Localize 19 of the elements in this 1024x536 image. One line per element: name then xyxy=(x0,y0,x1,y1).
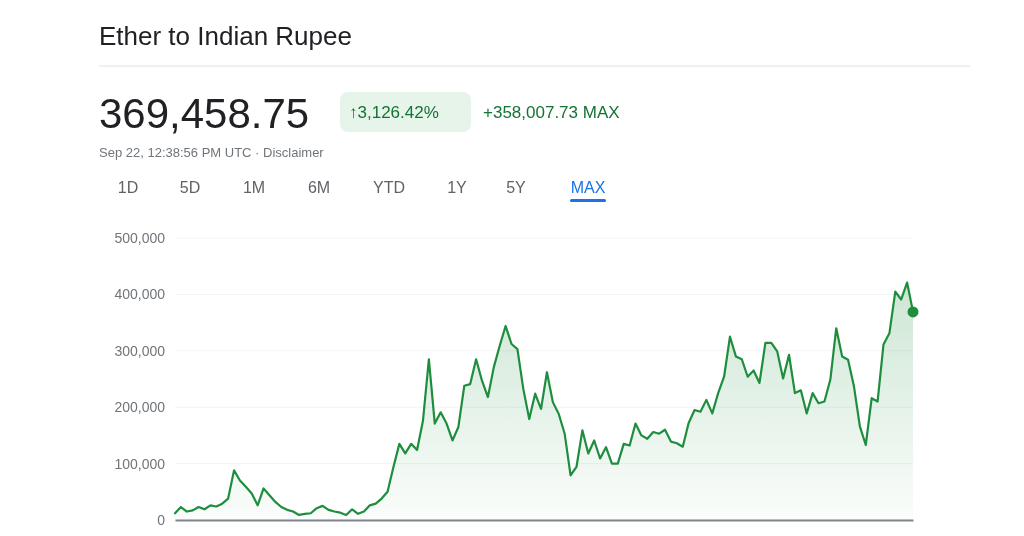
text: 6M xyxy=(307,179,331,196)
text: 5D xyxy=(179,179,201,196)
chart-title: Ether to Indian Rupee xyxy=(99,21,352,51)
y-tick-label: 0 xyxy=(157,511,166,528)
text: MAX xyxy=(570,179,606,196)
text: 1D xyxy=(117,179,139,196)
text: YTD xyxy=(373,179,405,196)
text: Sep 22, 12:38:56 PM UTC · Disclaimer xyxy=(99,145,325,160)
text: ↑3,126.42% xyxy=(349,103,439,122)
y-tick-label: 500,000 xyxy=(114,229,166,246)
y-tick-label: 200,000 xyxy=(114,399,166,416)
y-tick-label: 300,000 xyxy=(114,342,166,359)
text: 369,458.75 xyxy=(99,90,310,137)
text: 1Y xyxy=(447,179,468,196)
text: +358,007.73 MAX xyxy=(483,103,620,122)
y-tick-label: 400,000 xyxy=(114,286,166,303)
text: 1M xyxy=(242,179,266,196)
text: 5Y xyxy=(506,179,527,196)
y-tick-label: 100,000 xyxy=(114,455,166,472)
